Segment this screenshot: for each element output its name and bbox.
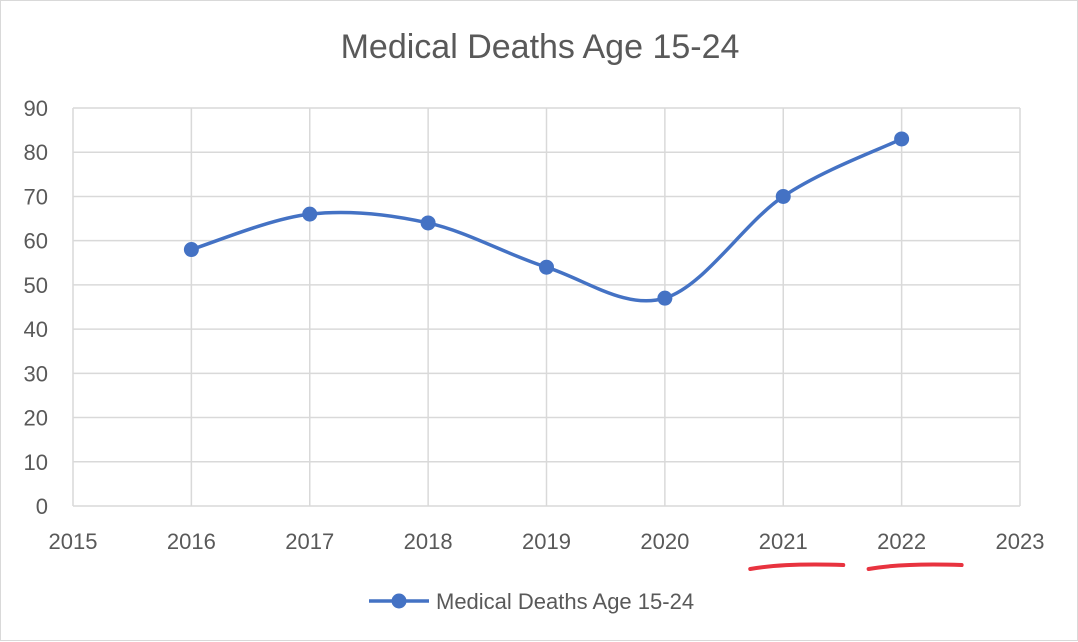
y-axis-ticks: 0 10 20 30 40 50 60 70 80 90 — [24, 96, 48, 519]
x-tick-label-2021: 2021 — [759, 529, 808, 554]
y-tick-label-70: 70 — [24, 184, 48, 209]
x-tick-label-2015: 2015 — [49, 529, 98, 554]
data-point-2018 — [420, 215, 436, 231]
chart-title: Medical Deaths Age 15-24 — [341, 28, 740, 66]
y-tick-label-60: 60 — [24, 229, 48, 254]
x-gridlines — [72, 108, 1021, 506]
x-tick-label-2020: 2020 — [640, 529, 689, 554]
x-tick-label-2022: 2022 — [877, 529, 926, 554]
y-tick-label-0: 0 — [36, 494, 48, 519]
x-tick-label-2023: 2023 — [996, 529, 1045, 554]
series-group — [183, 131, 910, 306]
x-tick-label-2016: 2016 — [167, 529, 216, 554]
y-tick-label-40: 40 — [24, 317, 48, 342]
x-axis-ticks: 2015 2016 2017 2018 2019 2020 2021 2022 2023 — [49, 529, 1045, 554]
x-tick-label-2019: 2019 — [522, 529, 571, 554]
red-underline-annotations — [748, 562, 964, 571]
legend-label: Medical Deaths Age 15-24 — [436, 589, 694, 614]
x-tick-label-2017: 2017 — [285, 529, 334, 554]
y-tick-label-10: 10 — [24, 450, 48, 475]
y-tick-label-90: 90 — [24, 96, 48, 121]
data-point-2021 — [775, 188, 791, 204]
underline-2021 — [748, 562, 846, 571]
y-tick-label-20: 20 — [24, 406, 48, 431]
y-tick-label-50: 50 — [24, 273, 48, 298]
data-point-2016 — [183, 242, 199, 258]
data-point-2022 — [894, 131, 910, 147]
x-tick-label-2018: 2018 — [404, 529, 453, 554]
legend: Medical Deaths Age 15-24 — [369, 589, 694, 614]
y-tick-label-80: 80 — [24, 140, 48, 165]
legend-marker — [391, 593, 407, 609]
underline-2022 — [866, 562, 964, 571]
data-point-2017 — [302, 206, 318, 222]
y-tick-label-30: 30 — [24, 361, 48, 386]
data-point-2020 — [657, 290, 673, 306]
data-point-2019 — [539, 259, 554, 275]
